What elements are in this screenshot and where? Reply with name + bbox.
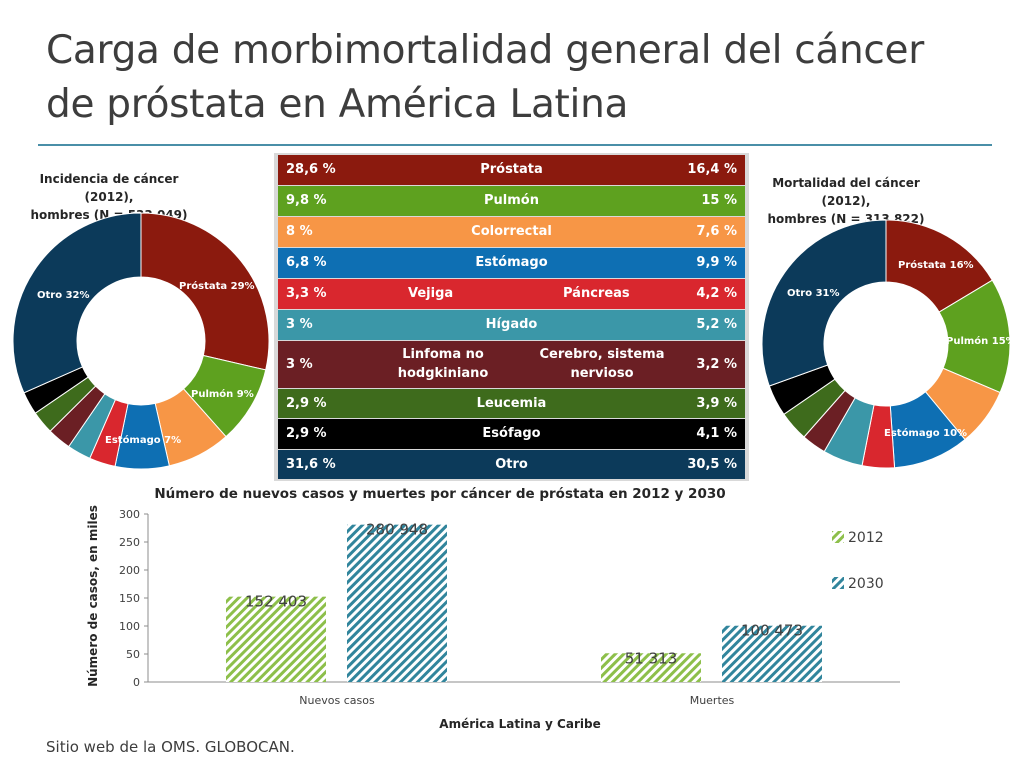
table-cell-mortality-name: Páncreas — [563, 286, 630, 301]
table-cell-left: 2,9 % — [286, 426, 327, 441]
legend-label-2012: 2012 — [848, 530, 884, 546]
table-cell-left: 28,6 % — [286, 162, 336, 177]
bar-chart-title: Número de nuevos casos y muertes por cán… — [154, 486, 725, 502]
table-cell-left: 3 % — [286, 357, 313, 372]
linfoma-line-1: Linfoma no — [402, 347, 484, 362]
x-tick-label: Muertes — [690, 694, 735, 707]
mortality-donut-chart — [761, 219, 1011, 468]
title-line-2: de próstata en América Latina — [46, 82, 629, 127]
legend-label-2030: 2030 — [848, 576, 884, 592]
table-cell-center: Estómago — [475, 255, 548, 270]
table-cell-center: Hígado — [485, 317, 538, 332]
table-cell-mortality-name: Cerebro, sistema nervioso — [530, 345, 674, 383]
table-row-esofago: 2,9 % Esófago 4,1 % — [278, 419, 745, 449]
bar-data-label: 51 313 — [625, 649, 678, 667]
mortality-label-estomago: Estómago 10% — [884, 428, 968, 439]
table-cell-center: Otro — [495, 457, 528, 472]
incidence-heading-line-1: Incidencia de cáncer (2012), — [39, 172, 179, 204]
x-tick-label: Nuevos casos — [299, 694, 375, 707]
table-cell-right: 30,5 % — [687, 457, 737, 472]
table-cell-left: 6,8 % — [286, 255, 327, 270]
table-row-pulmon: 9,8 % Pulmón 15 % — [278, 186, 745, 216]
donut-slice-otro — [12, 212, 142, 394]
bar-chart-marks: 152 403 280 948 51 313 100 473 — [226, 521, 822, 682]
table-cell-left: 31,6 % — [286, 457, 336, 472]
bar-2030-nuevos-casos — [347, 524, 447, 682]
page-title: Carga de morbimortalidad general del cán… — [46, 24, 1006, 132]
table-cell-left: 8 % — [286, 224, 313, 239]
title-line-1: Carga de morbimortalidad general del cán… — [46, 28, 924, 73]
table-cell-right: 15 % — [701, 193, 737, 208]
y-tick-label: 300 — [119, 508, 140, 521]
legend-swatch-2030 — [832, 577, 844, 589]
legend-swatch-2012 — [832, 531, 844, 543]
table-cell-right: 5,2 % — [696, 317, 737, 332]
table-cell-right: 4,1 % — [696, 426, 737, 441]
y-tick-label: 150 — [119, 592, 140, 605]
table-row-otro: 31,6 % Otro 30,5 % — [278, 450, 745, 479]
y-tick-label: 50 — [126, 648, 140, 661]
incidence-label-prostata: Próstata 29% — [179, 281, 255, 292]
table-cell-right: 3,2 % — [696, 357, 737, 372]
table-row-higado: 3 % Hígado 5,2 % — [278, 310, 745, 340]
cerebro-line-2: nervioso — [570, 366, 634, 381]
bar-data-label: 152 403 — [245, 593, 307, 611]
mortality-label-prostata: Próstata 16% — [898, 260, 974, 271]
table-cell-center: Leucemia — [476, 396, 547, 411]
legend: 2012 2030 — [832, 530, 884, 592]
table-cell-left: 3,3 % — [286, 286, 327, 301]
incidence-donut-chart — [12, 212, 270, 470]
table-row-colorrectal: 8 % Colorrectal 7,6 % — [278, 217, 745, 247]
table-cell-left: 3 % — [286, 317, 313, 332]
table-row-prostata: 28,6 % Próstata 16,4 % — [278, 155, 745, 185]
incidence-label-estomago: Estómago 7% — [105, 435, 182, 446]
y-tick-label: 200 — [119, 564, 140, 577]
bar-2012-nuevos-casos — [226, 596, 326, 682]
table-row-estomago: 6,8 % Estómago 9,9 % — [278, 248, 745, 278]
mortality-label-pulmon: Pulmón 15% — [946, 336, 1016, 347]
title-divider — [38, 144, 992, 146]
table-cell-right: 3,9 % — [696, 396, 737, 411]
table-cell-incidence-name: Vejiga — [408, 286, 454, 301]
table-row-leucemia: 2,9 % Leucemia 3,9 % — [278, 389, 745, 418]
table-cell-right: 9,9 % — [696, 255, 737, 270]
incidence-label-pulmon: Pulmón 9% — [191, 389, 254, 400]
incidence-heading: Incidencia de cáncer (2012), hombres (N … — [14, 170, 204, 224]
linfoma-line-2: hodgkiniano — [397, 366, 489, 381]
cancer-table: 28,6 % Próstata 16,4 % 9,8 % Pulmón 15 %… — [274, 153, 749, 481]
bar-chart-ylabel: Número de casos, en miles — [86, 505, 100, 687]
table-cell-right: 7,6 % — [696, 224, 737, 239]
bar-2012-muertes — [601, 653, 701, 682]
mortality-heading-line-1: Mortalidad del cáncer (2012), — [772, 176, 920, 208]
table-cell-center: Esófago — [482, 426, 541, 441]
y-tick-label: 250 — [119, 536, 140, 549]
table-cell-left: 9,8 % — [286, 193, 327, 208]
incidence-label-otro: Otro 32% — [37, 290, 90, 301]
y-tick-label: 0 — [133, 676, 140, 689]
bar-data-label: 100 473 — [741, 622, 803, 640]
table-cell-left: 2,9 % — [286, 396, 327, 411]
table-cell-center: Pulmón — [484, 193, 539, 208]
bar-chart-xlabel: América Latina y Caribe — [439, 717, 600, 731]
table-cell-center: Próstata — [480, 162, 543, 177]
bar-data-label: 280 948 — [366, 521, 428, 539]
bar-2030-muertes — [722, 625, 822, 682]
table-cell-right: 4,2 % — [696, 286, 737, 301]
table-row-linfoma-cerebro: 3 % Linfoma no hodgkiniano Cerebro, sist… — [278, 341, 745, 388]
table-cell-right: 16,4 % — [687, 162, 737, 177]
donut-slice-otro — [761, 219, 887, 387]
mortality-label-otro: Otro 31% — [787, 288, 840, 299]
y-tick-label: 100 — [119, 620, 140, 633]
donut-slice-próstata — [140, 212, 270, 371]
table-cell-incidence-name: Linfoma no hodgkiniano — [378, 345, 508, 383]
table-cell-center: Colorrectal — [471, 224, 552, 239]
table-row-vejiga-pancreas: 3,3 % Vejiga Páncreas 4,2 % — [278, 279, 745, 309]
bar-chart: Número de nuevos casos y muertes por cán… — [86, 486, 900, 731]
source-note: Sitio web de la OMS. GLOBOCAN. — [46, 738, 295, 756]
cerebro-line-1: Cerebro, sistema — [539, 347, 665, 362]
mortality-heading: Mortalidad del cáncer (2012), hombres (N… — [750, 174, 942, 228]
